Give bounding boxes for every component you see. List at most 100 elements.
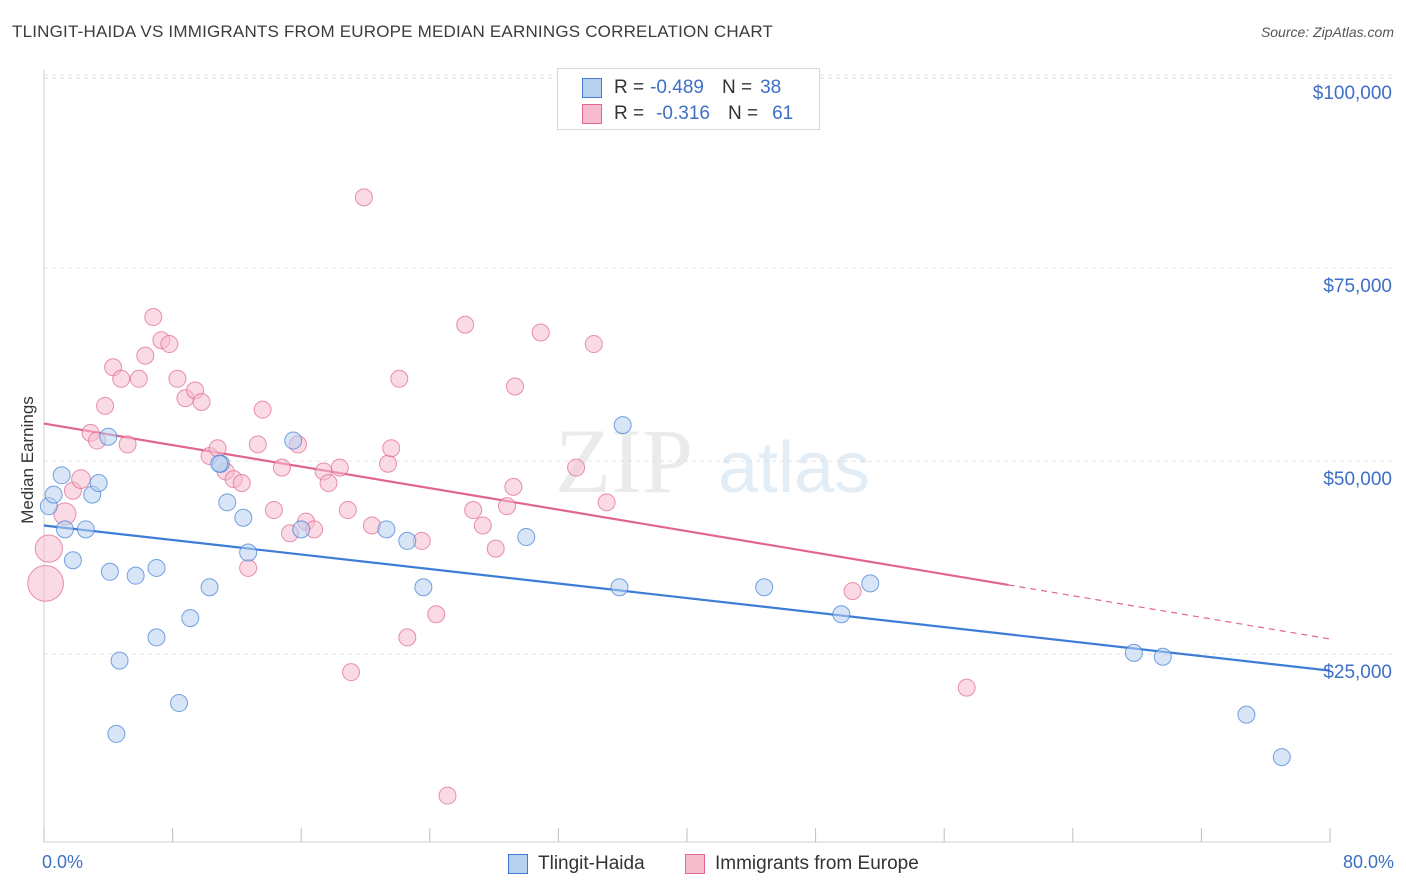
point-tlingit: [89, 474, 108, 493]
r-value-europe: -0.316: [656, 103, 710, 124]
point-europe: [456, 315, 475, 334]
point-europe: [27, 565, 64, 602]
point-europe: [319, 474, 338, 493]
point-europe: [338, 501, 357, 520]
point-tlingit: [517, 528, 536, 547]
r-value-tlingit: -0.489: [650, 77, 704, 98]
axes: [43, 70, 1331, 843]
point-tlingit: [63, 551, 82, 570]
point-tlingit: [100, 562, 119, 581]
point-tlingit: [755, 578, 774, 597]
point-tlingit: [44, 485, 63, 504]
legend-swatch-blue: [508, 854, 528, 874]
point-europe: [232, 474, 251, 493]
n-value-europe: 61: [772, 103, 794, 124]
point-europe: [486, 539, 505, 558]
point-tlingit: [414, 578, 433, 597]
point-europe: [505, 377, 524, 396]
r-label: R =: [614, 77, 645, 98]
trend-line-tlingit: [43, 524, 1331, 672]
point-europe: [136, 346, 155, 365]
point-tlingit: [147, 628, 166, 647]
point-tlingit: [234, 508, 253, 527]
point-tlingit: [1153, 647, 1172, 666]
point-europe: [96, 396, 115, 415]
point-tlingit: [181, 609, 200, 628]
point-europe: [253, 400, 272, 419]
point-tlingit: [200, 578, 219, 597]
y-tick-labels: $25,000 $50,000 $75,000 $100,000: [1313, 83, 1392, 683]
point-europe: [34, 534, 63, 563]
point-tlingit: [1237, 705, 1256, 724]
source-label: Source: ZipAtlas.com: [1260, 24, 1394, 40]
point-europe: [129, 369, 148, 388]
point-tlingit: [210, 454, 229, 473]
legend-label-europe: Immigrants from Europe: [715, 853, 919, 874]
point-europe: [168, 369, 187, 388]
point-europe: [438, 786, 457, 805]
point-europe: [248, 435, 267, 454]
point-europe: [379, 454, 398, 473]
point-tlingit: [55, 520, 74, 539]
point-europe: [208, 439, 227, 458]
n-label: N =: [727, 103, 759, 124]
x-tick-max: 80.0%: [1342, 852, 1394, 872]
point-tlingit: [1272, 748, 1291, 767]
point-tlingit: [126, 566, 145, 585]
n-label: N =: [721, 77, 753, 98]
n-value-tlingit: 38: [760, 77, 782, 98]
point-europe: [112, 369, 131, 388]
point-tlingit: [613, 416, 632, 435]
legend-label-tlingit: Tlingit-Haida: [538, 853, 645, 874]
point-europe: [843, 582, 862, 601]
correlation-legend: R = -0.489 N = 38 R = -0.316 N = 61: [557, 68, 820, 130]
point-europe: [957, 678, 976, 697]
point-europe: [239, 558, 258, 577]
point-europe: [71, 469, 91, 490]
point-europe: [584, 335, 603, 354]
r-label: R =: [614, 103, 645, 124]
watermark: ZIP atlas: [555, 410, 870, 512]
point-europe: [272, 458, 291, 477]
legend-swatch-pink: [582, 104, 602, 124]
point-europe: [160, 335, 179, 354]
point-europe: [118, 435, 137, 454]
legend-swatch-pink: [685, 854, 705, 874]
point-europe: [567, 458, 586, 477]
point-tlingit: [99, 427, 118, 446]
legend-row-europe: R = -0.316 N = 61: [582, 103, 793, 125]
point-tlingit: [1124, 643, 1143, 662]
data-points: [27, 188, 1291, 805]
point-europe: [497, 497, 516, 516]
x-tick-min: 0.0%: [42, 852, 84, 872]
point-tlingit: [292, 520, 311, 539]
point-europe: [342, 663, 361, 682]
point-tlingit: [107, 724, 126, 743]
point-tlingit: [398, 531, 417, 550]
point-tlingit: [110, 651, 129, 670]
point-europe: [398, 628, 417, 647]
bottom-legend-europe: Immigrants from Europe: [685, 852, 919, 876]
chart-title: TLINGIT-HAIDA VS IMMIGRANTS FROM EUROPE …: [12, 22, 774, 41]
legend-row-tlingit: R = -0.489 N = 38: [582, 77, 781, 99]
point-europe: [264, 501, 283, 520]
point-europe: [464, 501, 483, 520]
point-tlingit: [52, 466, 71, 485]
y-tick-label: $50,000: [1323, 469, 1392, 490]
legend-swatch-blue: [582, 78, 602, 98]
point-tlingit: [610, 578, 629, 597]
point-europe: [382, 439, 401, 458]
point-europe: [597, 493, 616, 512]
watermark-atlas: atlas: [718, 428, 870, 508]
point-europe: [390, 369, 409, 388]
point-europe: [192, 392, 211, 411]
point-tlingit: [377, 520, 396, 539]
y-tick-label: $25,000: [1323, 662, 1392, 683]
point-europe: [144, 308, 163, 327]
bottom-legend-tlingit: Tlingit-Haida: [508, 852, 645, 876]
point-tlingit: [147, 558, 166, 577]
point-tlingit: [284, 431, 303, 450]
point-tlingit: [218, 493, 237, 512]
point-tlingit: [832, 605, 851, 624]
